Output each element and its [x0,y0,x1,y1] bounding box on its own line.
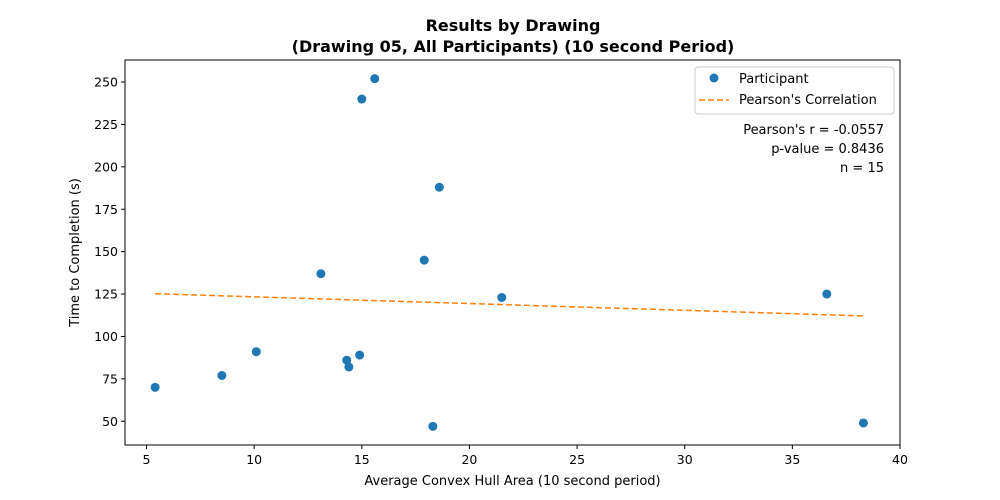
x-tick-label: 35 [784,452,800,467]
x-tick-label: 25 [569,452,585,467]
scatter-point-1 [150,382,160,392]
x-axis: 5 10 15 20 25 30 35 40 [143,445,908,467]
scatter-point-15 [858,418,868,428]
plot-frame [124,59,901,446]
plot-area [150,74,868,431]
scatter-point-5 [342,355,352,365]
chart-title-line-1: Results by Drawing [426,16,601,35]
scatter-point-9 [370,74,380,84]
legend: Participant Pearson's Correlation [694,66,895,115]
pearson-correlation-line [155,292,864,317]
scatter-point-8 [357,94,367,104]
y-axis: 50 75 100 125 150 175 200 225 250 [94,75,125,429]
x-tick-label: 10 [246,452,262,467]
annotation-p-value: p-value = 0.8436 [771,142,884,157]
x-tick-label: 30 [677,452,693,467]
legend-box [694,66,895,115]
scatter-point-2 [217,370,227,380]
scatter-point-3 [251,347,261,357]
scatter-point-7 [355,350,365,360]
annotation-pearson-r: Pearson's r = -0.0557 [743,123,884,138]
y-tick-label: 150 [94,244,118,259]
x-tick-label: 15 [354,452,370,467]
scatter-point-6 [344,362,354,372]
y-tick-label: 100 [94,329,118,344]
x-tick-label: 20 [461,452,477,467]
y-tick-label: 225 [94,117,118,132]
annotation-n: n = 15 [840,161,884,176]
scatter-point-4 [316,269,326,279]
y-axis-label: Time to Completion (s) [68,178,83,328]
legend-label-participant: Participant [739,72,809,87]
legend-label-pearson: Pearson's Correlation [739,93,877,108]
y-tick-label: 250 [94,75,118,90]
y-tick-label: 125 [94,287,118,302]
x-tick-label: 5 [143,452,151,467]
scatter-point-14 [822,289,832,299]
y-tick-label: 200 [94,159,118,174]
y-tick-label: 75 [102,371,118,386]
scatter-point-12 [434,182,444,192]
y-tick-label: 175 [94,202,118,217]
y-tick-label: 50 [102,414,118,429]
scatter-point-11 [428,421,438,431]
x-tick-label: 40 [892,452,908,467]
scatter-point-13 [497,292,507,302]
scatter-point-10 [419,255,429,265]
chart-title-line-2: (Drawing 05, All Participants) (10 secon… [292,37,735,56]
legend-marker-participant [709,73,719,83]
x-axis-label: Average Convex Hull Area (10 second peri… [364,474,660,489]
